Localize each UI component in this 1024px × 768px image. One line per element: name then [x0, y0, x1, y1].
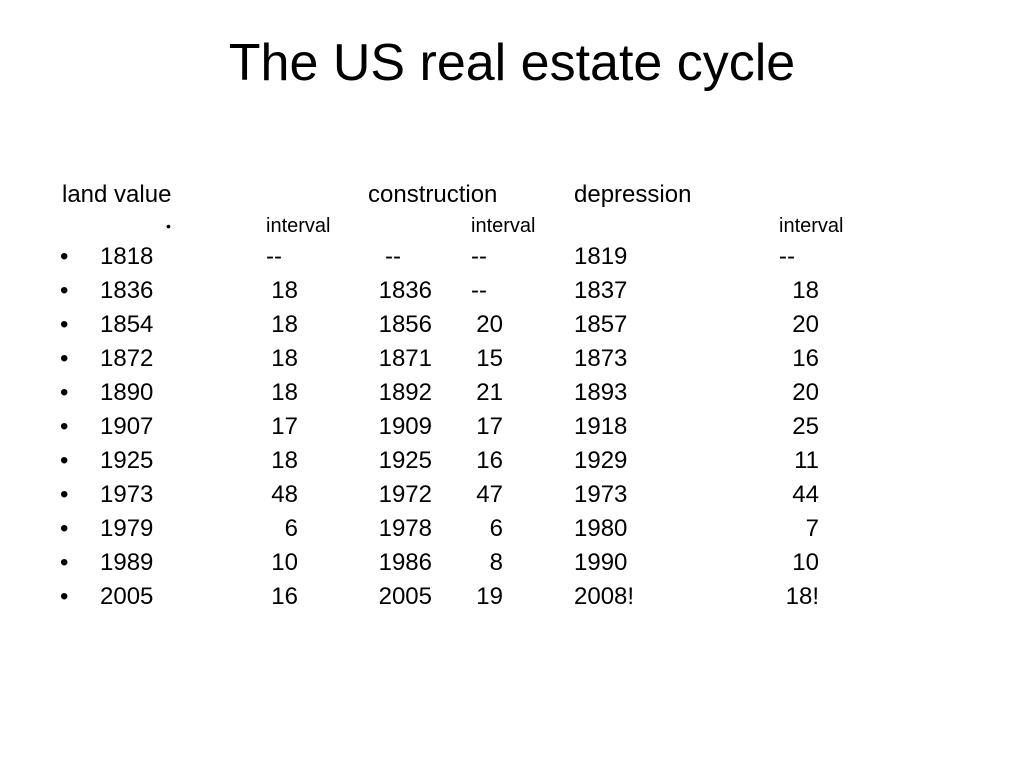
- cell-land-interval: 18: [271, 447, 298, 474]
- cell-land-year: 1989: [100, 549, 154, 576]
- cell-land-interval: 10: [271, 549, 298, 576]
- cell-land-year: 1836: [100, 277, 154, 304]
- subheader-construction-interval: interval: [471, 215, 536, 237]
- cell-construction-interval: 15: [476, 345, 503, 372]
- cell-construction-interval: 17: [476, 413, 503, 440]
- header-depression: depression: [574, 181, 692, 208]
- cell-land-year: 1872: [100, 345, 154, 372]
- cell-depression-year: 1990: [574, 549, 628, 576]
- cell-construction-interval: 6: [489, 515, 503, 542]
- cell-land-interval: 18: [271, 311, 298, 338]
- cell-land-interval: 16: [271, 583, 298, 610]
- cell-land-interval: 18: [271, 345, 298, 372]
- cell-land-year: 1818: [100, 243, 154, 270]
- cell-depression-interval: 7: [805, 515, 819, 542]
- cell-construction-year: --: [385, 243, 401, 270]
- cell-depression-year: 2008!: [574, 583, 635, 610]
- cell-land-interval: 6: [284, 515, 298, 542]
- cell-construction-year: 1909: [378, 413, 432, 440]
- row-bullet: •: [60, 379, 69, 406]
- cell-construction-interval: 19: [476, 583, 503, 610]
- row-bullet: •: [60, 243, 69, 270]
- row-bullet: •: [60, 549, 69, 576]
- row-bullet: •: [60, 481, 69, 508]
- cell-land-year: 1973: [100, 481, 154, 508]
- cell-depression-year: 1973: [574, 481, 628, 508]
- cell-land-year: 1907: [100, 413, 154, 440]
- cell-depression-year: 1873: [574, 345, 628, 372]
- cell-land-year: 2005: [100, 583, 154, 610]
- cell-construction-interval: 20: [476, 311, 503, 338]
- cell-construction-interval: --: [471, 277, 487, 304]
- cell-construction-year: 1871: [378, 345, 432, 372]
- cell-depression-interval: 16: [792, 345, 819, 372]
- cell-construction-year: 2005: [378, 583, 432, 610]
- cell-land-year: 1925: [100, 447, 154, 474]
- cell-construction-year: 1986: [378, 549, 432, 576]
- cell-land-interval: 48: [271, 481, 298, 508]
- cell-depression-interval: 20: [792, 311, 819, 338]
- cell-land-year: 1854: [100, 311, 154, 338]
- cell-construction-year: 1836: [378, 277, 432, 304]
- cell-land-interval: 17: [271, 413, 298, 440]
- cell-depression-year: 1980: [574, 515, 628, 542]
- row-bullet: •: [60, 515, 69, 542]
- cell-depression-interval: 10: [792, 549, 819, 576]
- cell-construction-year: 1978: [378, 515, 432, 542]
- cell-land-year: 1890: [100, 379, 154, 406]
- row-bullet: •: [60, 413, 69, 440]
- row-bullet: •: [60, 277, 69, 304]
- cell-depression-interval: 18: [792, 277, 819, 304]
- cell-land-interval: --: [266, 243, 282, 270]
- cell-depression-year: 1893: [574, 379, 628, 406]
- cell-land-interval: 18: [271, 277, 298, 304]
- cell-depression-interval: 44: [792, 481, 819, 508]
- cell-construction-interval: 47: [476, 481, 503, 508]
- cell-construction-interval: --: [471, 243, 487, 270]
- row-bullet: •: [60, 583, 69, 610]
- cell-depression-interval: 25: [792, 413, 819, 440]
- subheader-land-interval: interval: [266, 215, 331, 237]
- cell-depression-interval: 11: [794, 447, 819, 474]
- cell-construction-interval: 21: [476, 379, 503, 406]
- cell-construction-year: 1972: [378, 481, 432, 508]
- cell-construction-year: 1925: [378, 447, 432, 474]
- cell-construction-year: 1856: [378, 311, 432, 338]
- cell-construction-interval: 16: [476, 447, 503, 474]
- cell-depression-year: 1857: [574, 311, 628, 338]
- subheader-depression-interval: interval: [779, 215, 844, 237]
- cell-depression-year: 1837: [574, 277, 628, 304]
- cell-construction-interval: 8: [489, 549, 503, 576]
- cell-depression-year: 1929: [574, 447, 628, 474]
- cell-land-interval: 18: [271, 379, 298, 406]
- row-bullet: •: [60, 311, 69, 338]
- cell-land-year: 1979: [100, 515, 154, 542]
- cell-depression-interval: 18!: [785, 583, 819, 610]
- header-land-value: land value: [62, 181, 172, 208]
- cell-depression-year: 1918: [574, 413, 628, 440]
- cell-depression-interval: 20: [792, 379, 819, 406]
- slide-title: The US real estate cycle: [228, 34, 796, 92]
- cell-depression-year: 1819: [574, 243, 628, 270]
- subheader-bullet: •: [166, 218, 171, 234]
- cell-depression-interval: --: [779, 243, 795, 270]
- cell-construction-year: 1892: [378, 379, 432, 406]
- header-construction: construction: [368, 181, 498, 208]
- row-bullet: •: [60, 345, 69, 372]
- row-bullet: •: [60, 447, 69, 474]
